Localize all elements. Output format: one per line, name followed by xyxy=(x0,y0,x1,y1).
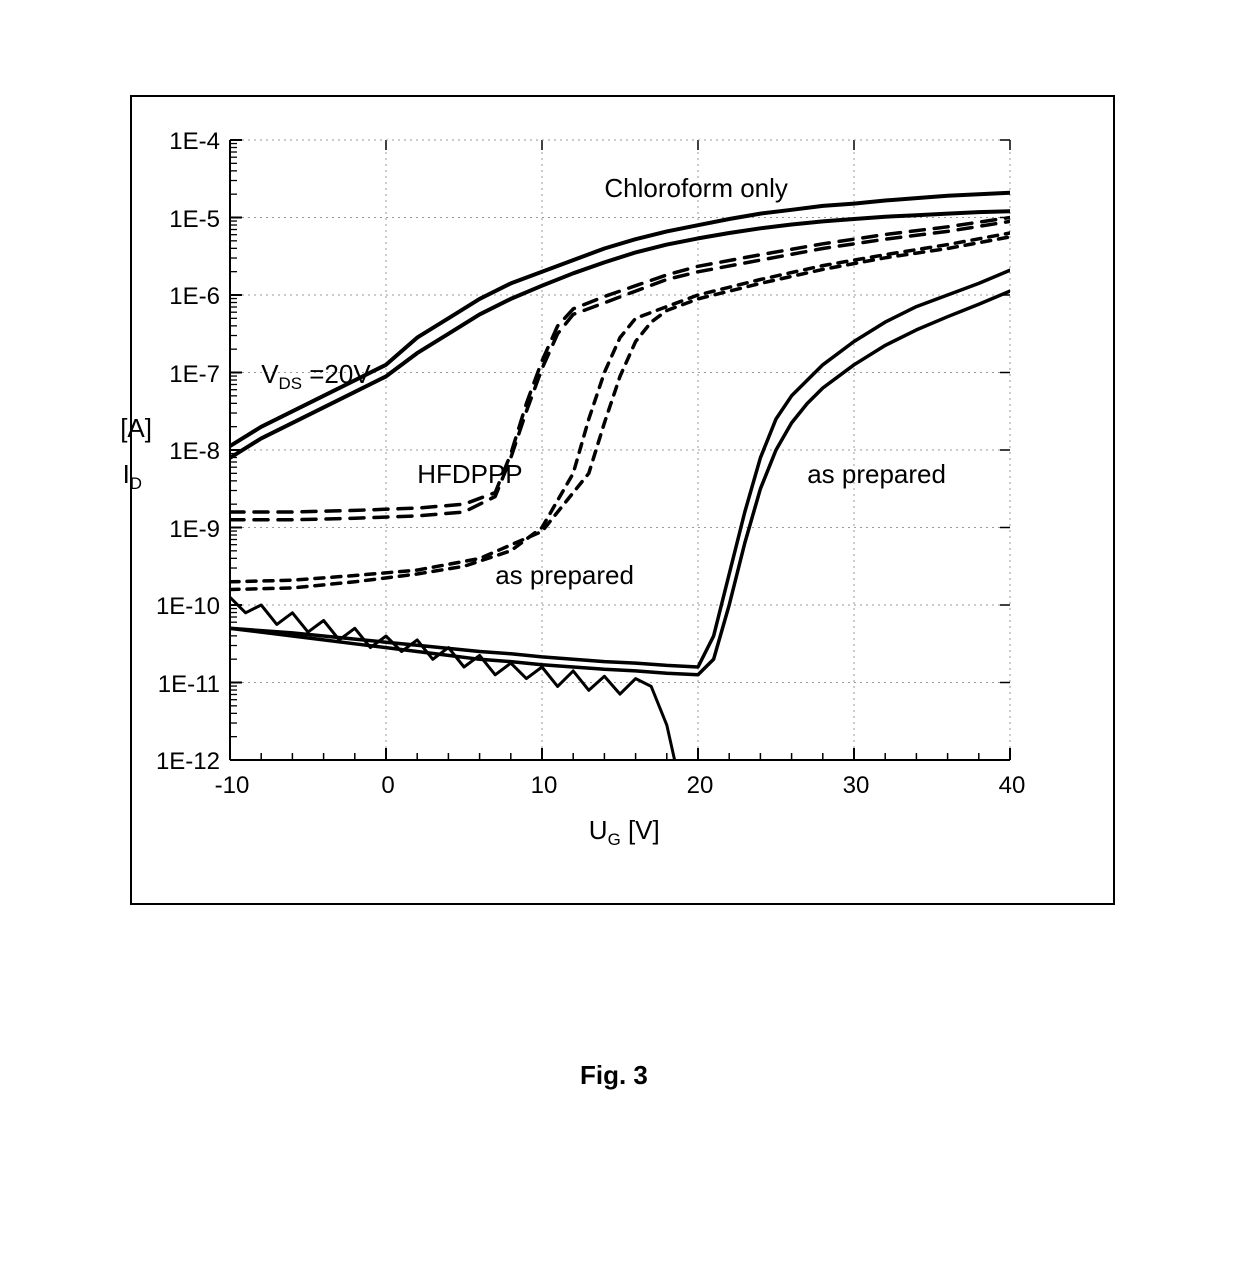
series-hfdppp-b-rev xyxy=(230,237,1010,582)
x-tick-label: 30 xyxy=(836,772,876,800)
y-tick-label: 1E-5 xyxy=(169,206,220,234)
series-chloroform-lower xyxy=(230,211,1010,457)
x-tick-label: 20 xyxy=(680,772,720,800)
x-axis-label: UG [V] xyxy=(589,815,660,850)
page: { "figure": { "caption": "Fig. 3", "oute… xyxy=(0,0,1240,1271)
series-hfdppp-b-fwd xyxy=(230,233,1010,590)
y-tick-label: 1E-12 xyxy=(156,748,220,776)
y-tick-label: 1E-7 xyxy=(169,361,220,389)
y-tick-label: 1E-11 xyxy=(158,671,220,699)
annotation-asprep1: as prepared xyxy=(807,459,946,490)
figure-caption: Fig. 3 xyxy=(580,1060,648,1091)
y-tick-label: 1E-8 xyxy=(169,438,220,466)
x-tick-label: 40 xyxy=(992,772,1032,800)
annotation-chloroform: Chloroform only xyxy=(604,173,788,204)
annotation-asprep2: as prepared xyxy=(495,560,634,591)
annotation-vds: VDS =20V xyxy=(261,359,370,394)
y-axis-label: ID xyxy=(123,459,142,494)
series-asprepared-drop xyxy=(230,597,675,760)
annotation-hfdppp: HFDPPP xyxy=(417,459,522,490)
y-tick-label: 1E-4 xyxy=(169,128,220,156)
x-tick-label: 10 xyxy=(524,772,564,800)
x-tick-label: 0 xyxy=(368,772,408,800)
y-tick-label: 1E-10 xyxy=(156,593,220,621)
y-axis-unit: [A] xyxy=(120,413,152,444)
y-tick-label: 1E-9 xyxy=(169,516,220,544)
y-tick-label: 1E-6 xyxy=(169,283,220,311)
x-tick-label: -10 xyxy=(212,772,252,800)
